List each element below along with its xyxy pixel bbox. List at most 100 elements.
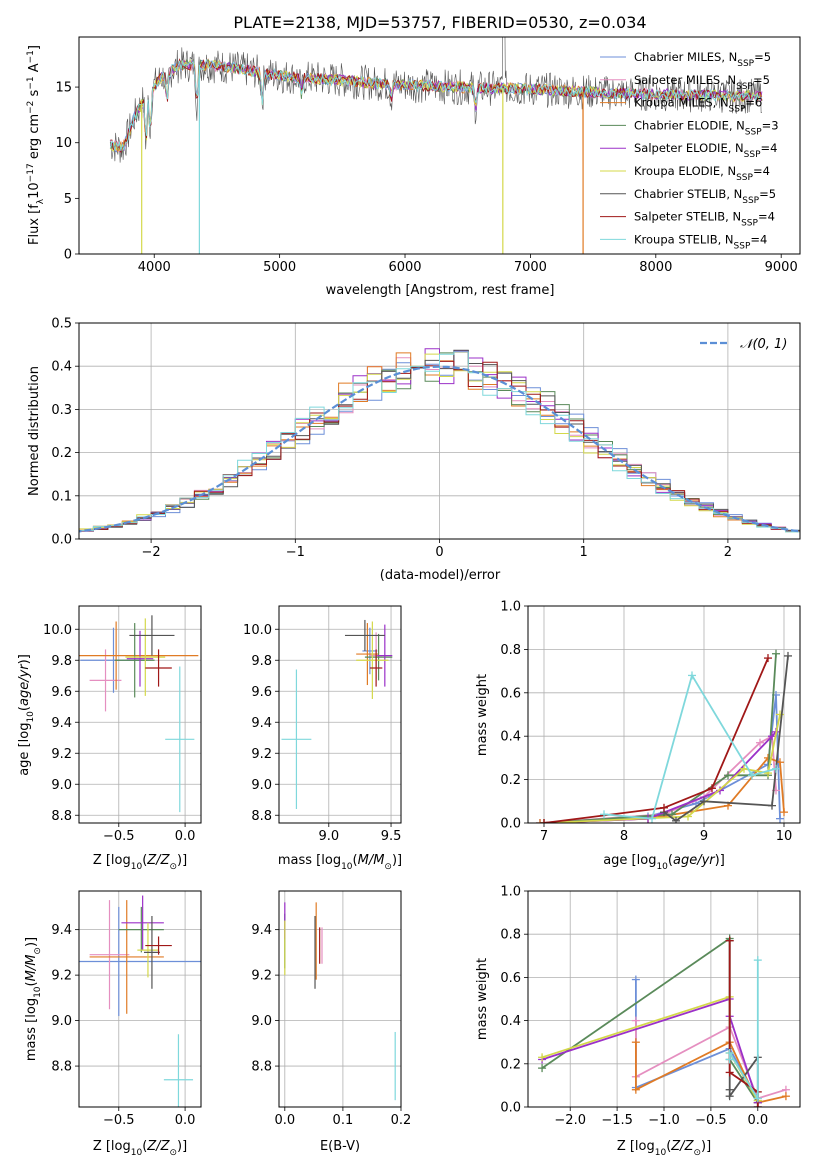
agez-ylabel: age [log10(age/yr)] (17, 654, 36, 776)
errorbar-salpeter-stelib (145, 936, 172, 955)
x-tick-label: 2 (724, 545, 732, 560)
y-tick-label: 0.2 (500, 773, 521, 788)
weight-line (728, 940, 759, 1107)
histogram-legend: 𝒩(0, 1) (700, 337, 787, 352)
y-tick-label: 9.2 (51, 747, 72, 762)
y-tick-label: 0.8 (500, 643, 521, 658)
errorbar-chabrier-elodie (364, 633, 393, 681)
axes-frame (278, 890, 402, 1108)
x-tick-label: 9000 (765, 260, 798, 275)
wz-ylabel: mass weight (475, 958, 490, 1040)
x-tick-label: 10 (776, 829, 793, 844)
x-tick-label: 9.5 (381, 829, 402, 844)
errorbar-kroupa-stelib (281, 669, 312, 810)
y-tick-label: 0.5 (51, 317, 72, 332)
plot-area-age-vs-Z (79, 615, 199, 813)
weights-kroupa-elodie (540, 710, 784, 823)
y-tick-label: 9.4 (51, 716, 72, 731)
axes-frame (78, 36, 801, 255)
plot-area-mass-vs-EBV (284, 902, 396, 1101)
spectrum-ylabel: Flux [fλ10−17 erg cm−2 s−1 A−1] (26, 45, 46, 245)
y-tick-label: 9.2 (251, 969, 272, 984)
panels: 4000 5000 6000 7000 8000 9000051015wavelength… (17, 36, 801, 1158)
axes-frame (78, 890, 202, 1108)
legend-label: Chabrier STELIB, NSSP=5 (634, 187, 776, 206)
axes-frame (78, 322, 801, 540)
weights-salpeter-stelib (725, 936, 762, 1107)
x-tick-label: −1 (286, 545, 305, 560)
axes-residuals: −2 −1 0 1 2 0.0 0.1 0.2 0.3 0.4 0.5 (data-model)/er… (27, 317, 801, 583)
massz-ylabel: mass [log10(M/M⊙)] (24, 937, 43, 1061)
axes-frame (78, 605, 202, 824)
y-tick-label: 9.4 (251, 716, 272, 731)
y-tick-label: 9.6 (251, 685, 272, 700)
y-tick-label: 0 (64, 248, 72, 263)
y-tick-label: 0.4 (500, 1014, 521, 1029)
y-tick-label: 8.8 (251, 809, 272, 824)
x-tick-label: 6000 (388, 260, 421, 275)
axes-mass-vs-Z: −0.5 0.0 8.8 9.0 9.2 9.4 Z [log10(Z/Z⊙)] mass [… (24, 890, 202, 1158)
legend-label: Kroupa MILES, NSSP=6 (634, 96, 762, 115)
errorbar-kroupa-elodie (356, 621, 389, 699)
axes-weights-vs-Z: −2.0 −1.5 −1.0 −0.5 0.0 0.0 0.2 0.4 0.6 0.8 1.0 Z [… (475, 885, 801, 1158)
y-tick-label: 9.2 (251, 747, 272, 762)
plot-area-age-vs-mass (281, 619, 393, 810)
x-tick-label: 0.0 (747, 1113, 768, 1128)
y-tick-label: 10 (55, 136, 72, 151)
legend-label: Chabrier MILES, NSSP=5 (634, 50, 771, 69)
errorbar-kroupa-miles (79, 621, 199, 690)
wz-xlabel: Z [log10(Z/Z⊙)] (617, 1139, 711, 1158)
x-tick-label: 4000 (138, 260, 171, 275)
massz-xlabel: Z [log10(Z/Z⊙)] (93, 1139, 187, 1158)
x-tick-label: −0.5 (695, 1113, 727, 1128)
histogram-xlabel: (data-model)/error (380, 568, 501, 583)
x-tick-label: 7 (540, 829, 548, 844)
x-tick-label: 0 (435, 545, 443, 560)
y-tick-label: 1.0 (500, 885, 521, 900)
errorbar-chabrier-elodie (118, 906, 164, 953)
y-tick-label: 9.8 (251, 654, 272, 669)
x-tick-label: 0.2 (391, 1113, 412, 1128)
plot-area-weights-vs-Z (538, 934, 790, 1107)
y-tick-label: 0.2 (500, 1057, 521, 1072)
agemass-xlabel: mass [log10(M/M⊙)] (278, 853, 402, 872)
y-tick-label: 9.8 (51, 654, 72, 669)
spectrum-legend: Chabrier MILES, NSSP=5 Salpeter MILES, NS… (600, 50, 779, 251)
histogram-ylabel: Normed distribution (27, 366, 42, 496)
weight-line (543, 653, 777, 823)
spectrum-line-chabrier-stelib (110, 37, 762, 163)
y-tick-label: 10.0 (43, 623, 72, 638)
axes-weights-vs-age: 7 8 9 10 0.0 0.2 0.4 0.6 0.8 1.0 age [log10(age/yr… (475, 600, 801, 872)
plot-area-weights-vs-age (536, 649, 792, 823)
x-tick-label: −0.5 (103, 1113, 135, 1128)
legend-label: 𝒩(0, 1) (740, 337, 787, 352)
errorbar-kroupa-elodie (137, 922, 159, 978)
figure-title: PLATE=2138, MJD=53757, FIBERID=0530, z=0… (233, 13, 646, 32)
plot-area-spectrum (109, 37, 763, 254)
x-tick-label: 9.0 (318, 829, 339, 844)
errorbar-chabrier-miles (79, 906, 201, 1017)
weights-chabrier-stelib (725, 936, 762, 1107)
y-tick-label: 0.2 (51, 446, 72, 461)
y-tick-label: 0.0 (51, 533, 72, 548)
y-tick-label: 15 (55, 81, 72, 96)
y-tick-label: 9.4 (51, 923, 72, 938)
y-tick-label: 9.2 (51, 969, 72, 984)
errorbar-salpeter-elodie (121, 895, 164, 951)
errorbar-salpeter-stelib (369, 649, 383, 687)
x-tick-label: 0.1 (333, 1113, 354, 1128)
y-tick-label: 9.0 (51, 778, 72, 793)
spectrum-line-kroupa-stelib (109, 58, 763, 152)
axes-frame (527, 890, 801, 1108)
weights-kroupa-stelib (725, 956, 762, 1103)
plot-area-mass-vs-Z (79, 895, 201, 1107)
errorbar-chabrier-elodie (114, 623, 155, 698)
x-tick-label: 0.0 (175, 829, 196, 844)
axes-age-vs-mass: 9.0 9.5 8.8 9.0 9.2 9.4 9.6 9.8 10.0 mass [log10(… (243, 605, 402, 872)
ebv-xlabel: E(B-V) (320, 1139, 360, 1154)
normal-curve (79, 365, 800, 533)
axes-spectrum: 4000 5000 6000 7000 8000 9000 0 5 10 15 wavelength… (26, 36, 801, 298)
errorbar-chabrier-stelib (129, 615, 175, 656)
y-tick-label: 8.8 (251, 1060, 272, 1075)
